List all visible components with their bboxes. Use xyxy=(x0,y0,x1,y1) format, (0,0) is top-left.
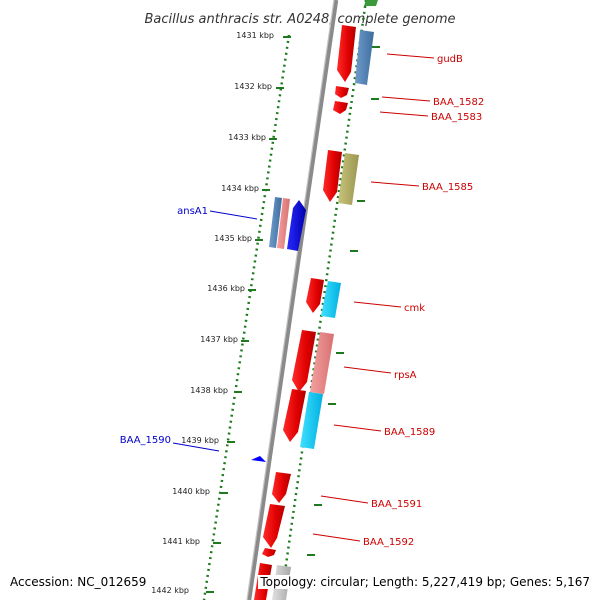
svg-text:1436 kbp: 1436 kbp xyxy=(207,284,245,293)
feature-ansA1-pink xyxy=(277,198,290,249)
svg-text:1435 kbp: 1435 kbp xyxy=(214,234,252,243)
svg-text:BAA_1592: BAA_1592 xyxy=(363,537,414,548)
gene-labels: gudB BAA_1582 BAA_1583 BAA_1585 ansA1 cm… xyxy=(120,53,484,548)
svg-text:BAA_1583: BAA_1583 xyxy=(431,112,482,123)
svg-text:1440 kbp: 1440 kbp xyxy=(172,487,210,496)
feature-ansA1-steelblue xyxy=(269,197,282,248)
svg-text:ansA1: ansA1 xyxy=(177,206,208,217)
feature-BAA_1591-red xyxy=(272,472,291,503)
companion-features xyxy=(272,30,374,600)
gene-label-BAA_1585[interactable]: BAA_1585 xyxy=(370,181,473,193)
feature-ansA1-blue xyxy=(287,200,306,251)
gene-label-BAA_1592[interactable]: BAA_1592 xyxy=(312,533,414,548)
tick-1439: 1439 kbp xyxy=(181,436,235,445)
tick-1440: 1440 kbp xyxy=(172,487,228,496)
gene-label-BAA_1591[interactable]: BAA_1591 xyxy=(320,495,422,510)
genome-backbone xyxy=(246,0,339,600)
feature-BAA_1590-blue xyxy=(251,456,266,462)
feature-BAA_1583-red xyxy=(333,101,348,114)
svg-text:BAA_1591: BAA_1591 xyxy=(371,499,422,510)
gene-label-BAA_1590[interactable]: BAA_1590 xyxy=(120,435,220,452)
feature-small-red xyxy=(262,548,276,557)
svg-text:rpsA: rpsA xyxy=(394,370,417,381)
gene-label-cmk[interactable]: cmk xyxy=(353,301,425,314)
feature-cmk-red xyxy=(306,278,324,313)
svg-text:1431 kbp: 1431 kbp xyxy=(236,31,274,40)
tick-1434: 1434 kbp xyxy=(221,184,270,193)
feature-gudB-red xyxy=(337,25,356,82)
svg-text:1439 kbp: 1439 kbp xyxy=(181,436,219,445)
svg-text:BAA_1582: BAA_1582 xyxy=(433,97,484,108)
feature-cmk-cyan xyxy=(321,281,341,318)
svg-text:1442 kbp: 1442 kbp xyxy=(151,586,189,595)
tick-1431: 1431 kbp xyxy=(236,31,291,40)
feature-rpsA-red xyxy=(292,330,316,392)
feature-BAA_1585-khaki xyxy=(338,153,359,205)
gene-label-gudB[interactable]: gudB xyxy=(386,53,463,65)
tick-1438: 1438 kbp xyxy=(190,386,242,395)
tick-1441: 1441 kbp xyxy=(162,537,221,546)
tick-1437: 1437 kbp xyxy=(200,335,249,344)
feature-BAA_1582-red xyxy=(335,86,349,98)
gene-label-BAA_1589[interactable]: BAA_1589 xyxy=(333,424,435,438)
svg-text:1437 kbp: 1437 kbp xyxy=(200,335,238,344)
feature-BAA_1589-red xyxy=(283,389,306,442)
forward-strand-features xyxy=(254,25,356,600)
tick-1433: 1433 kbp xyxy=(228,133,277,142)
svg-text:BAA_1590: BAA_1590 xyxy=(120,435,171,446)
tick-1442: 1442 kbp xyxy=(151,586,214,595)
svg-text:1441 kbp: 1441 kbp xyxy=(162,537,200,546)
gene-label-rpsA[interactable]: rpsA xyxy=(343,366,417,381)
svg-text:1432 kbp: 1432 kbp xyxy=(234,82,272,91)
feature-BAA_1589-cyan xyxy=(300,392,323,449)
svg-text:1438 kbp: 1438 kbp xyxy=(190,386,228,395)
feature-BAA_1585-red xyxy=(323,150,342,202)
tick-1432: 1432 kbp xyxy=(234,82,284,91)
feature-green-top xyxy=(364,0,378,6)
feature-BAA_1592-red xyxy=(263,504,285,548)
map-title: Bacillus anthracis str. A0248, complete … xyxy=(144,12,455,27)
gene-label-ansA1[interactable]: ansA1 xyxy=(177,206,258,220)
genome-backbone-highlight xyxy=(246,0,335,600)
svg-text:cmk: cmk xyxy=(404,303,425,314)
svg-text:BAA_1585: BAA_1585 xyxy=(422,182,473,193)
tick-1435: 1435 kbp xyxy=(214,234,263,243)
reverse-strand-features xyxy=(251,197,306,462)
accession-label: Accession: NC_012659 xyxy=(8,575,149,589)
tick-1436: 1436 kbp xyxy=(207,284,256,293)
svg-text:1433 kbp: 1433 kbp xyxy=(228,133,266,142)
svg-text:1434 kbp: 1434 kbp xyxy=(221,184,259,193)
svg-text:gudB: gudB xyxy=(437,54,463,65)
feature-gudB-steelblue xyxy=(355,30,374,85)
svg-text:BAA_1589: BAA_1589 xyxy=(384,427,435,438)
gene-label-BAA_1582[interactable]: BAA_1582 xyxy=(381,96,484,108)
genome-summary: Topology: circular; Length: 5,227,419 bp… xyxy=(258,575,592,589)
gene-label-BAA_1583[interactable]: BAA_1583 xyxy=(379,111,482,123)
feature-rpsA-pink xyxy=(310,332,334,394)
ruler-ring-inner xyxy=(279,0,368,600)
kbp-ticks: 1431 kbp 1432 kbp 1433 kbp 1434 kbp 1435… xyxy=(151,31,291,595)
inner-ticks xyxy=(307,46,380,556)
